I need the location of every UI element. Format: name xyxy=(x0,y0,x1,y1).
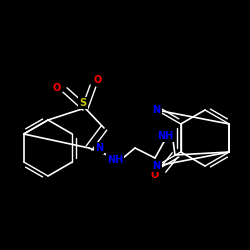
Text: N: N xyxy=(152,105,160,115)
Text: O: O xyxy=(94,75,102,85)
Text: O: O xyxy=(53,83,61,93)
Text: O: O xyxy=(151,170,159,180)
Text: NH: NH xyxy=(157,131,173,141)
Text: NH: NH xyxy=(107,155,123,165)
Text: N: N xyxy=(152,161,160,171)
Text: S: S xyxy=(80,98,86,108)
Text: N: N xyxy=(95,143,103,153)
